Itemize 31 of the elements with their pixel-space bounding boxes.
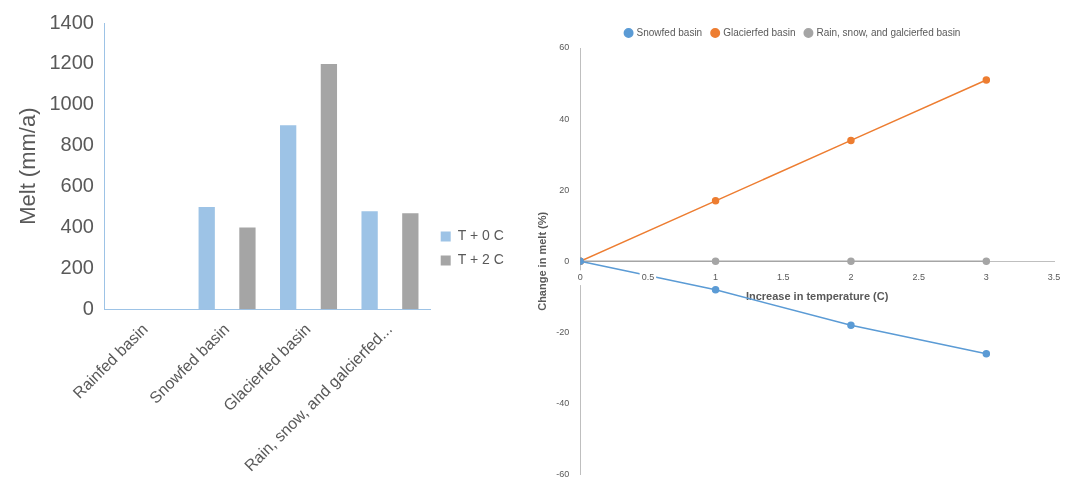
y-tick-label: 0 bbox=[82, 296, 94, 319]
legend-label: T + 2 C bbox=[457, 251, 504, 268]
x-tick-label: 2 bbox=[848, 272, 854, 283]
x-tick-label: 3 bbox=[983, 272, 989, 283]
x-axis-title: Increase in temperature (C) bbox=[745, 289, 889, 302]
x-tick-label: 2.5 bbox=[912, 272, 925, 283]
x-tick-label: 1 bbox=[713, 272, 719, 283]
y-tick-label: 800 bbox=[60, 133, 94, 156]
y-tick-label: -20 bbox=[556, 326, 570, 337]
x-tick-label: 0.5 bbox=[641, 272, 655, 283]
y-tick-label: 1000 bbox=[49, 92, 94, 115]
x-tick-label: 0 bbox=[577, 272, 583, 283]
y-tick-label: 1400 bbox=[49, 10, 94, 33]
y-axis-title: Melt (mm/a) bbox=[15, 107, 41, 225]
y-axis-title: Change in melt (%) bbox=[535, 211, 548, 311]
y-tick-label: 1200 bbox=[49, 51, 94, 74]
x-tick-label: 3.5 bbox=[1047, 272, 1061, 283]
y-tick-label: 200 bbox=[60, 255, 94, 278]
y-tick-label: -40 bbox=[556, 397, 570, 408]
legend-label: Snowfed basin bbox=[636, 26, 703, 38]
y-tick-label: 400 bbox=[60, 215, 94, 238]
y-tick-label: -60 bbox=[556, 469, 570, 480]
x-tick-label: 1.5 bbox=[777, 272, 790, 283]
legend-label: Glacierfed basin bbox=[723, 26, 796, 38]
legend-label: T + 0 C bbox=[457, 227, 504, 244]
legend-label: Rain, snow, and galcierfed basin bbox=[816, 26, 961, 38]
y-tick-label: 600 bbox=[60, 174, 94, 197]
y-tick-label: 40 bbox=[559, 113, 570, 124]
y-tick-label: 0 bbox=[564, 255, 570, 266]
y-tick-label: 60 bbox=[559, 42, 570, 53]
y-tick-label: 20 bbox=[559, 184, 570, 195]
